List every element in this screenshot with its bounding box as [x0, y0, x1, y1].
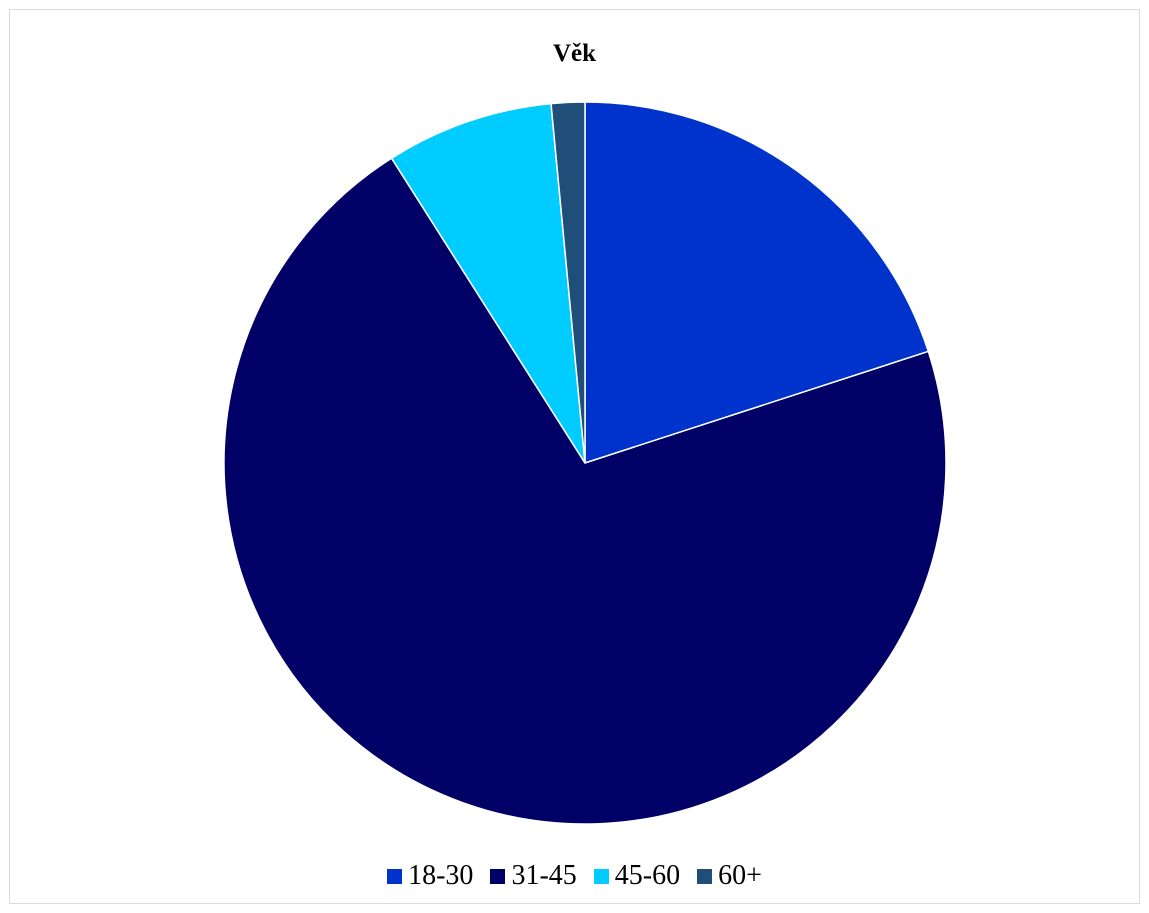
legend-label-18-30: 18-30	[408, 860, 474, 891]
pie-slice-18-30	[584, 101, 930, 465]
legend-label-31-45: 31-45	[511, 860, 577, 891]
chart-title: Věk	[552, 40, 597, 67]
legend-swatch-60plus	[697, 868, 713, 884]
pie-slice-60plus	[550, 101, 586, 464]
legend-item-18-30: 18-30	[387, 860, 473, 892]
legend-item-45-60: 45-60	[593, 860, 681, 892]
pie-slice-31-45	[223, 157, 947, 825]
pie-slice-45-60	[390, 102, 586, 464]
legend-swatch-18-30	[387, 868, 403, 884]
legend-label-45-60: 45-60	[614, 860, 681, 891]
legend-swatch-45-60	[593, 868, 609, 884]
legend-item-60plus: 60+	[697, 860, 762, 892]
legend-item-31-45: 31-45	[490, 860, 577, 892]
legend-swatch-31-45	[490, 868, 506, 884]
legend: 18-30 31-45 45-60 60+	[0, 860, 1149, 892]
legend-label-60plus: 60+	[718, 860, 762, 891]
